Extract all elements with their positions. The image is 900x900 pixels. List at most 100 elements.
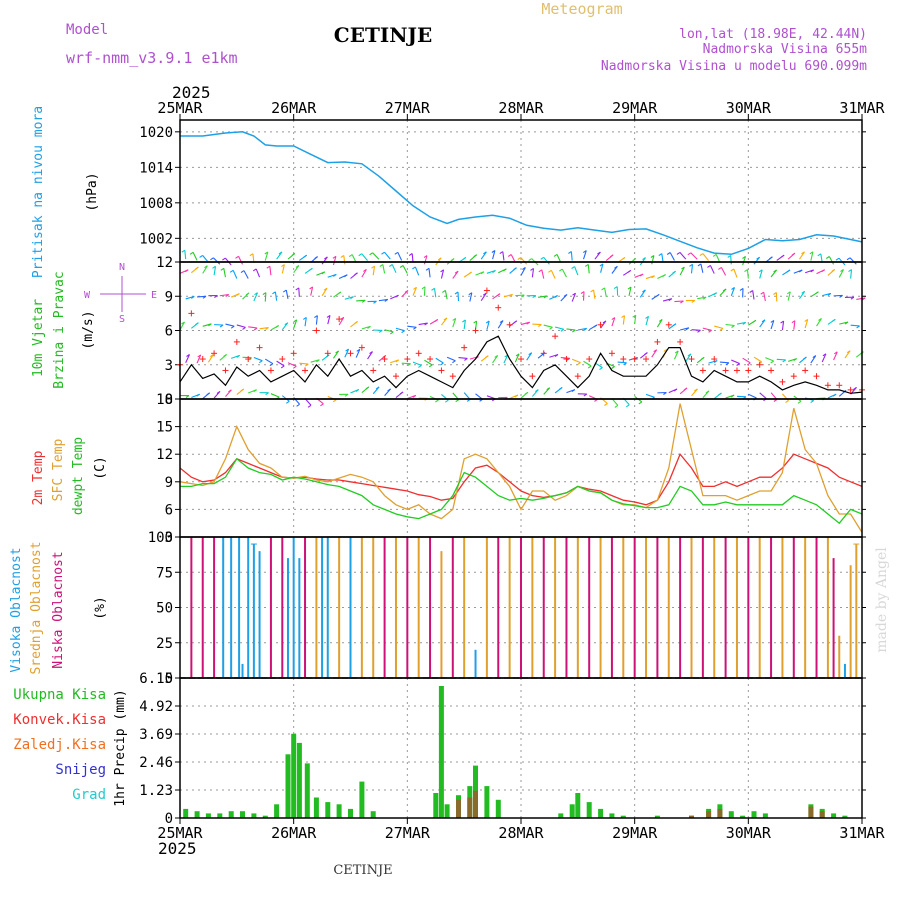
wind-arrowhead <box>242 326 246 330</box>
precip-total-bar <box>240 811 245 818</box>
y-tick-label: 50 <box>156 601 173 617</box>
wind-arrowhead <box>719 327 724 331</box>
precip-conv-bar <box>706 811 712 818</box>
wind-arrowhead <box>401 330 405 334</box>
wind-arrowhead <box>627 286 632 290</box>
wind-arrowhead <box>335 350 339 354</box>
wind-arrowhead <box>786 291 791 295</box>
wind-arrowhead <box>514 394 519 398</box>
wind-arrowhead <box>413 286 417 290</box>
wind-arrow <box>248 326 258 329</box>
wind-arrow <box>469 292 473 302</box>
wind-arrowhead <box>281 264 285 268</box>
wind-arrow <box>412 361 422 366</box>
wind-arrowhead <box>844 321 849 325</box>
wind-arrowhead <box>363 268 367 272</box>
wind-arrow <box>763 292 766 302</box>
wind-arrow <box>343 255 346 265</box>
wind-arrow <box>252 253 255 263</box>
y-tick-label: 1.23 <box>139 783 173 799</box>
y-tick-label: 25 <box>156 636 173 652</box>
wind-arrowhead <box>558 386 563 390</box>
wind-arrowhead <box>309 286 313 290</box>
wind-arrowhead <box>602 320 607 324</box>
wind-arrow <box>192 252 198 261</box>
wind-arrow <box>197 295 207 298</box>
wind-arrowhead <box>702 296 707 300</box>
wind-arrowhead <box>225 294 230 297</box>
wind-arrowhead <box>644 352 648 356</box>
wind-arrow <box>850 269 853 279</box>
wind-arrow <box>515 294 525 297</box>
wind-arrow <box>690 264 694 274</box>
wind-arrowhead <box>343 274 348 278</box>
x-tick-label-bottom: 31MAR <box>839 824 885 842</box>
wind-arrow <box>264 292 267 302</box>
wind-arrowhead <box>831 318 836 322</box>
wind-arrow <box>850 324 860 327</box>
precip-total-bar <box>620 815 626 818</box>
wind-arrowhead <box>812 355 817 359</box>
wind-arrowhead <box>240 388 245 392</box>
compass-rose-icon <box>100 276 146 312</box>
wind-arrowhead <box>195 266 199 270</box>
wind-arrow <box>541 269 545 279</box>
wind-barb-group <box>179 249 866 408</box>
wind-arrowhead <box>625 404 630 408</box>
x-tick-label-bottom: 26MAR <box>271 824 317 842</box>
wind-arrowhead <box>739 287 744 291</box>
wind-arrowhead <box>791 252 796 256</box>
wind-arrow <box>700 263 704 273</box>
wind-arrowhead <box>676 251 681 255</box>
wind-arrowhead <box>437 257 442 261</box>
wind-arrow <box>236 324 246 328</box>
wind-arrowhead <box>462 256 467 260</box>
wind-arrowhead <box>839 294 843 298</box>
precip-total-bar <box>325 802 331 818</box>
precip-total-bar <box>751 811 757 818</box>
y-tick-label: 3 <box>165 358 173 374</box>
wind-arrowhead <box>809 251 814 255</box>
precip-conv-bar <box>456 799 461 818</box>
wind-arrow <box>293 319 298 329</box>
wind-arrowhead <box>387 388 391 392</box>
wind-arrowhead <box>817 253 822 257</box>
wind-arrowhead <box>210 257 214 261</box>
wind-arrow <box>315 315 318 325</box>
wind-arrowhead <box>821 269 826 273</box>
wind-arrow <box>401 362 411 365</box>
precip-conv-bar <box>473 790 478 818</box>
wind-arrowhead <box>480 271 485 275</box>
wind-arrow <box>838 269 844 278</box>
wind-arrow <box>736 321 746 325</box>
wind-arrow <box>281 264 285 274</box>
wind-arrowhead <box>773 292 777 295</box>
y-tick-label: 2.46 <box>139 755 173 771</box>
wind-arrow <box>628 286 632 296</box>
wind-arrowhead <box>563 294 568 297</box>
wind-arrowhead <box>212 265 216 269</box>
wind-arrowhead <box>623 362 627 366</box>
wind-arrow <box>402 265 408 274</box>
wind-arrowhead <box>452 360 456 364</box>
wind-arrowhead <box>302 316 307 320</box>
wind-arrow <box>372 252 380 260</box>
wind-arrowhead <box>833 351 838 355</box>
wind-arrow <box>395 327 405 332</box>
y-tick-label: 4.92 <box>139 699 173 715</box>
wind-arrowhead <box>528 352 533 356</box>
wind-arrowhead <box>700 356 705 360</box>
wind-arrow <box>232 270 238 279</box>
wind-arrow <box>748 393 757 399</box>
x-tick-label-top: 25MAR <box>157 99 203 117</box>
wind-arrow <box>833 351 838 361</box>
wind-arrow <box>202 265 208 274</box>
wind-arrowhead <box>835 257 840 261</box>
wind-arrowhead <box>522 267 526 270</box>
precip-total-bar <box>291 733 297 818</box>
wind-arrowhead <box>571 389 576 393</box>
wind-arrowhead <box>713 360 718 364</box>
wind-arrowhead <box>473 320 477 324</box>
wind-arrowhead <box>850 296 855 300</box>
compass-s: S <box>119 314 125 325</box>
